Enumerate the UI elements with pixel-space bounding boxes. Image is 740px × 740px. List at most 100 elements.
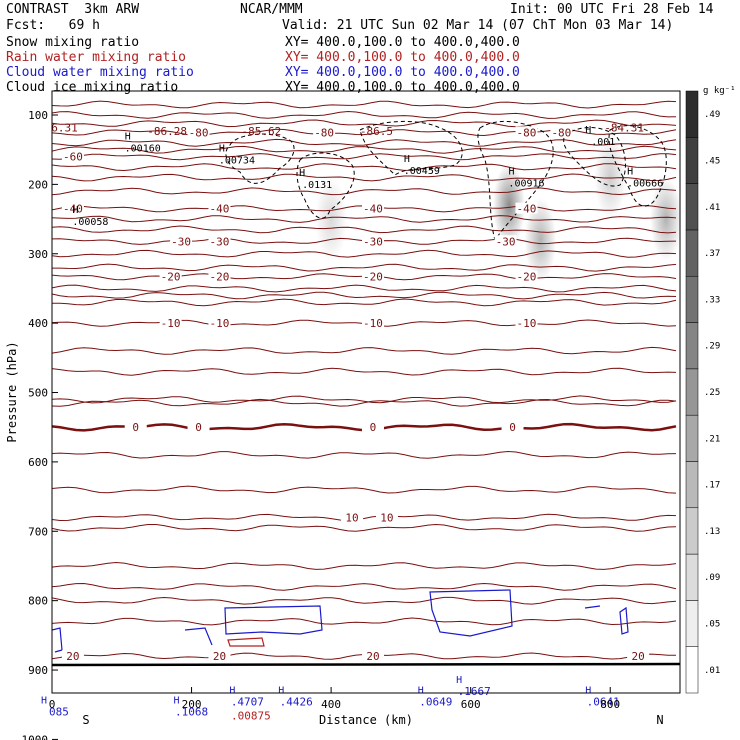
isotherm-line [52,523,677,532]
cloud-ice-contour-0 [225,133,295,184]
isotherm-line [52,100,677,109]
isotherm-label: -30 [210,235,230,248]
x-tick-label: 400 [321,698,341,711]
cloud-ice-high-marker: H [508,166,514,177]
isotherm-label-bg [627,650,650,662]
isotherm-line [52,119,677,128]
isotherm-label: 0 [132,421,139,434]
model-name: CONTRAST 3km ARW [6,2,140,17]
x-tick-label: 600 [461,698,481,711]
cloud-ice-contour-4 [563,127,626,187]
colorbar-label: .45 [704,156,720,166]
cloud-ice-value: .00734 [219,155,255,166]
colorbar-segment [685,137,699,184]
cloud-ice-high-marker: H [125,132,131,143]
isotherm-label: 0 [195,421,202,434]
isotherm-label-bg [313,126,336,138]
isotherm-label: 20 [632,650,645,663]
isotherm-label-bg [361,202,384,214]
isotherm-line [52,367,677,376]
field-rain-label: Rain water mixing ratio [6,50,187,65]
isotherm-label-bg [208,650,231,662]
isotherm-label: -60 [63,151,83,164]
colorbar-label: .21 [704,434,720,444]
x-end-right-label: N [656,713,663,727]
cloud-water-value: .0641 [587,695,620,708]
isotherm-label-bg [61,650,84,662]
colorbar-segment [685,90,699,138]
isotherm-label-bg [208,270,231,282]
max-temp-label: -85.62 [241,125,281,138]
isotherm-label-bg [208,317,231,329]
isotherm-label: -10 [517,317,537,330]
colorbar-label: .37 [704,249,720,259]
y-tick-label: 100 [28,109,48,122]
isotherm-label: -80 [189,126,209,139]
isotherm-label-bg [61,150,84,162]
isotherm-label: -40 [517,203,537,216]
colorbar-label: .13 [704,527,720,537]
isotherm-label-bg [375,511,398,523]
cloud-ice-value: .00459 [404,166,440,177]
isotherm-label: -80 [314,126,334,139]
cloud-water-value: .0649 [419,695,452,708]
isotherm-label: -80 [517,126,537,139]
cloud-water-contour-3 [429,589,513,637]
max-temp-label: 6.31 [51,122,78,135]
isotherm-label-bg [550,126,573,138]
y-axis-label: Pressure (hPa) [5,341,19,442]
x-end-left-label: S [82,713,89,727]
isotherm-line [52,163,677,172]
colorbar-unit: g kg⁻¹ [703,86,736,96]
isotherm-line [52,225,677,234]
cloud-ice-high-marker: H [72,205,78,216]
isotherm-label: -20 [363,271,383,284]
colorbar-label: .49 [704,110,720,120]
cloud-ice-value: .00160 [125,144,161,155]
isotherm-line [52,698,676,705]
cloud-water-high-marker: H [418,685,424,696]
isotherm-line [52,485,677,494]
isotherm-line [52,263,677,272]
isotherm-label-bg [501,421,524,433]
isotherm-label-bg [159,270,182,282]
cloud-water-value: .4707 [231,695,264,708]
isotherm-label-bg [187,126,210,138]
isotherm-label-bg [361,270,384,282]
cloud-ice-value: .00916 [508,178,544,189]
isotherm-label: -30 [496,235,516,248]
colorbar-label: .17 [704,481,720,491]
colorbar-label: .01 [704,666,720,676]
colorbar-segment [685,461,699,509]
colorbar-label: .05 [704,620,720,630]
colorbar-segment [685,368,699,416]
isotherm-label-bg [361,650,384,662]
cloud-water-high-marker: H [229,685,235,696]
cloud-water-high-marker: H [41,696,47,707]
isotherm-label: -20 [517,271,537,284]
cloud-ice-high-marker: H [585,125,591,136]
max-temp-label: -86.28 [147,125,187,138]
isotherm-line [52,291,677,300]
y-tick-label: 900 [28,664,48,677]
cloud-ice-high-marker: H [299,168,305,179]
isotherm-line [52,249,677,258]
colorbar-segment [685,600,699,647]
colorbar-segment [685,414,699,462]
field-snow-label: Snow mixing ratio [6,35,140,50]
isotherm-line [52,187,677,196]
isotherm-label-bg [515,317,538,329]
y-tick-label: 800 [28,595,48,608]
snow-shading-3 [594,135,627,220]
rain-water-contour [227,637,265,647]
isotherm-line [52,145,677,154]
cloud-water-high-marker: H [456,675,462,686]
colorbar-segment [685,275,699,323]
cloud-water-high-marker: H [174,696,180,707]
isotherm-line [52,561,677,570]
isotherm-label: 10 [345,511,358,524]
colorbar-label: .33 [704,295,720,305]
isotherm-label: -40 [63,203,83,216]
isotherm-label: -40 [363,203,383,216]
